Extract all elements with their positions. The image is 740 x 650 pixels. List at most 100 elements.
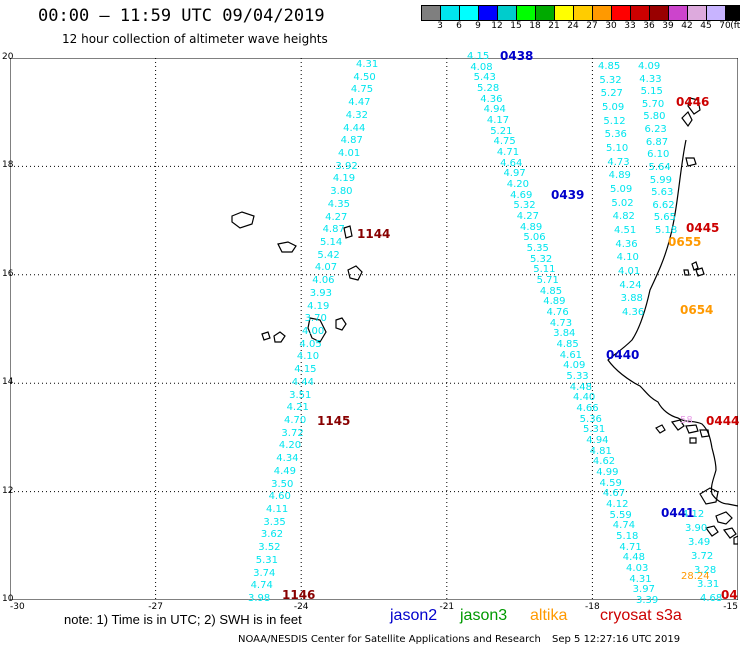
legend-item-jason2: jason2 [390, 607, 438, 624]
wave-height-value: 4.11 [266, 504, 289, 515]
wave-height-value: 4.01 [338, 148, 361, 159]
wave-height-value: 4.71 [619, 541, 642, 553]
pass-time-label: 0444 [706, 414, 740, 428]
scale-swatch [555, 6, 574, 20]
wave-height-value: 4.97 [503, 168, 526, 180]
wave-height-value: 3.51 [289, 389, 312, 401]
wave-height-value: 4.27 [325, 211, 348, 223]
cape-verde-island-8 [343, 225, 353, 239]
wave-height-value: 4.87 [322, 224, 345, 236]
cape-verde-island-7 [273, 331, 286, 343]
pass-time-label: 0445 [686, 221, 720, 235]
wave-height-value: 4.12 [682, 509, 705, 520]
cape-verde-island-1 [231, 211, 255, 229]
wave-height-value: 5.28 [476, 83, 500, 94]
scale-label: 45 [700, 21, 712, 31]
wave-height-value: 4.12 [606, 499, 629, 510]
wave-height-value: 5.12 [603, 115, 626, 127]
wave-height-value: 4.19 [307, 300, 330, 312]
wave-height-value: 4.85 [556, 339, 579, 350]
wave-height-value: 5.21 [490, 125, 513, 137]
wave-height-value: 4.24 [619, 279, 642, 291]
wave-height-value: 4.15 [294, 364, 317, 376]
wave-height-value: 5.02 [611, 197, 634, 209]
y-axis-label: 18 [2, 160, 14, 171]
scale-swatch [707, 6, 726, 20]
cape-verde-island-5 [335, 317, 347, 331]
wave-height-value: 4.17 [486, 115, 510, 126]
wave-height-value: 3.92 [335, 160, 358, 172]
wave-height-value: 4.19 [332, 173, 356, 185]
scale-swatch [479, 6, 498, 20]
scale-label: 70 [719, 21, 731, 31]
scale-unit: (ft) [730, 21, 740, 31]
wave-height-value: 3.62 [260, 529, 284, 541]
scale-label: 30 [605, 21, 617, 31]
pass-time-label: 1145 [317, 414, 351, 428]
wave-height-value: 3.31 [697, 579, 720, 590]
grid-lines [10, 58, 738, 600]
wave-height-value: 4.06 [312, 275, 335, 287]
scale-swatch [726, 6, 740, 20]
wave-height-value-extra: 58 [680, 415, 693, 426]
cape-verde-island-4 [307, 317, 327, 343]
wave-height-value: 4.89 [543, 296, 566, 308]
wave-height-value: 4.87 [340, 135, 363, 147]
scale-label: 12 [491, 21, 503, 31]
wave-height-value: 5.32 [513, 200, 536, 212]
wave-height-value: 4.00 [302, 326, 325, 337]
wave-height-value: 5.36 [579, 413, 602, 425]
pass-time-label: 04 [721, 588, 738, 602]
scale-swatch [612, 6, 631, 20]
wave-height-value: 4.20 [278, 440, 302, 452]
cape-verde-island-3 [347, 265, 363, 281]
wave-height-value: 4.44 [343, 122, 366, 134]
wave-height-value: 4.99 [596, 467, 619, 478]
scale-label: 27 [586, 21, 598, 31]
scale-label: 39 [662, 21, 674, 31]
scale-swatch [669, 6, 688, 20]
wave-height-value: 3.84 [553, 328, 576, 340]
wave-height-value: 4.08 [470, 61, 493, 73]
y-axis-label: 12 [2, 485, 14, 496]
wave-height-value: 5.65 [653, 212, 676, 224]
wave-height-value: 3.28 [694, 565, 717, 576]
x-axis-label: -27 [148, 602, 163, 612]
wave-height-value: 4.20 [506, 179, 530, 190]
wave-height-value: 4.31 [356, 59, 379, 70]
wave-height-value: 5.31 [582, 424, 606, 436]
pass-time-label: 0654 [680, 303, 714, 317]
wave-height-value: 4.81 [589, 445, 612, 457]
scale-swatch [498, 6, 517, 20]
wave-height-value: 4.05 [299, 338, 322, 350]
wave-height-value: 4.33 [639, 73, 662, 85]
wave-height-value: 4.85 [598, 61, 621, 72]
wave-height-value: 5.71 [536, 275, 559, 286]
wave-height-value: 4.82 [612, 211, 635, 223]
wave-height-value: 5.32 [599, 74, 622, 86]
wave-height-value: 3.90 [685, 523, 708, 534]
wave-height-value: 5.09 [610, 184, 633, 195]
wave-height-value: 4.10 [616, 252, 639, 264]
mid-islands-east [683, 261, 705, 277]
wave-height-value: 4.64 [500, 157, 523, 169]
wave-height-value: 5.33 [566, 371, 589, 382]
scale-label: 9 [475, 21, 481, 31]
wave-height-value: 4.73 [549, 317, 573, 329]
scale-label: 42 [681, 21, 693, 31]
wave-height-value: 4.49 [273, 465, 296, 477]
x-axis-label: -21 [439, 602, 455, 612]
wave-height-value: 4.70 [284, 415, 307, 426]
wave-height-value: 5.18 [616, 531, 639, 542]
y-axis-label: 20 [2, 52, 14, 62]
scale-label: 21 [548, 21, 560, 31]
credit-line: NOAA/NESDIS Center for Satellite Applica… [238, 634, 541, 645]
pass-time-label: 0438 [500, 49, 534, 63]
scale-label: 36 [643, 21, 655, 31]
wave-height-value: 3.88 [620, 293, 643, 305]
wave-height-value: 3.49 [688, 537, 711, 548]
canary-islands-north [681, 97, 701, 167]
wave-height-value: 4.15 [467, 51, 490, 62]
wave-height-value: 3.50 [271, 478, 294, 490]
scale-swatch [650, 6, 669, 20]
